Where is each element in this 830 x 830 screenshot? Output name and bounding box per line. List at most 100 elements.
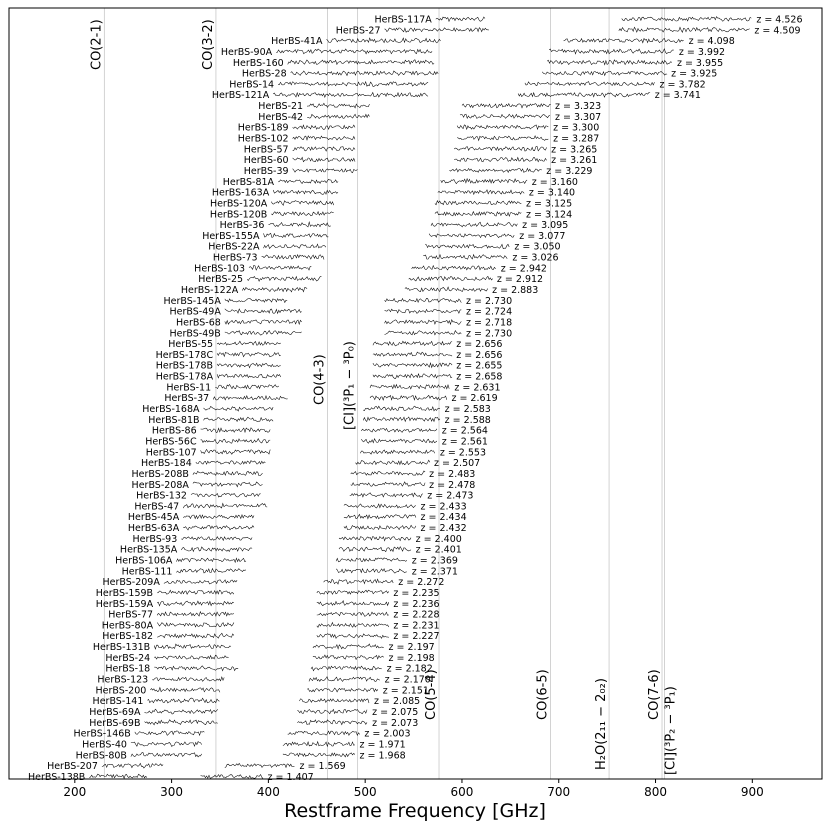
spectrum-trace-35-0 bbox=[212, 394, 288, 401]
spectrum-trace-37-0 bbox=[203, 416, 274, 423]
spectrum-trace-12-0 bbox=[292, 146, 356, 152]
redshift-label-17: z = 3.125 bbox=[526, 198, 572, 209]
spectrum-trace-15-1 bbox=[440, 177, 528, 185]
redshift-label-12: z = 3.265 bbox=[551, 144, 597, 155]
spectrum-trace-70-0 bbox=[89, 773, 148, 780]
spectrum-trace-32-0 bbox=[216, 362, 281, 369]
spectrum-trace-43-1 bbox=[350, 481, 426, 487]
x-tick-label-6: 800 bbox=[644, 785, 667, 799]
spectrum-trace-42-1 bbox=[350, 470, 426, 476]
redshift-label-25: z = 2.883 bbox=[492, 285, 538, 296]
spectrum-label-28: HerBS-68 bbox=[176, 317, 221, 328]
spectrum-trace-26-1 bbox=[384, 297, 462, 303]
spectrum-trace-50-0 bbox=[176, 557, 247, 564]
spectrum-label-53: HerBS-159B bbox=[96, 588, 153, 599]
spectrum-label-68: HerBS-80B bbox=[76, 750, 127, 761]
redshift-label-11: z = 3.287 bbox=[553, 134, 599, 145]
spectrum-label-5: HerBS-28 bbox=[242, 69, 287, 80]
redshift-label-30: z = 2.656 bbox=[456, 339, 502, 350]
redshift-label-52: z = 2.272 bbox=[398, 577, 444, 588]
spectrum-label-21: HerBS-22A bbox=[208, 242, 260, 253]
line-marker-label-0: CO(2-1) bbox=[89, 19, 104, 70]
line-marker-labels: CO(2-1) CO(3-2) CO(4-3) [CI](³P₁ − ³P₀) CO(5… bbox=[89, 19, 678, 775]
spectrum-trace-54-1 bbox=[316, 599, 390, 607]
spectrum-label-64: HerBS-69A bbox=[89, 707, 141, 718]
redshift-label-69: z = 1.569 bbox=[299, 761, 345, 772]
spectrum-label-29: HerBS-49B bbox=[170, 328, 221, 339]
spectrum-label-36: HerBS-168A bbox=[142, 404, 200, 415]
spectrum-trace-47-0 bbox=[183, 525, 255, 531]
spectrum-trace-60-1 bbox=[310, 665, 382, 672]
spectrum-trace-66-0 bbox=[134, 730, 205, 737]
spectrum-trace-8-0 bbox=[307, 102, 370, 109]
redshift-label-51: z = 2.371 bbox=[412, 566, 458, 577]
spectrum-trace-28-1 bbox=[384, 318, 462, 326]
spectrum-trace-26-0 bbox=[224, 298, 288, 304]
redshift-label-7: z = 3.741 bbox=[655, 90, 701, 101]
spectrum-trace-2-0 bbox=[326, 37, 441, 44]
spectrum-labels: HerBS-117AHerBS-27HerBS-41AHerBS-90AHerB… bbox=[28, 15, 432, 783]
spectrum-trace-61-0 bbox=[152, 676, 225, 682]
spectrum-trace-70-1 bbox=[200, 773, 264, 779]
spectrum-trace-59-1 bbox=[312, 654, 384, 661]
spectrum-trace-27-1 bbox=[384, 308, 462, 314]
spectrum-trace-52-1 bbox=[323, 578, 394, 585]
redshift-label-21: z = 3.050 bbox=[514, 242, 560, 253]
spectrum-label-13: HerBS-60 bbox=[244, 155, 289, 166]
spectrum-trace-67-1 bbox=[282, 740, 356, 748]
spectrum-trace-17-0 bbox=[271, 200, 334, 206]
redshift-label-37: z = 2.588 bbox=[445, 415, 491, 426]
spectrum-label-49: HerBS-135A bbox=[120, 545, 178, 556]
spectrum-label-2: HerBS-41A bbox=[271, 36, 323, 47]
spectrum-trace-3-1 bbox=[548, 48, 674, 55]
spectrum-trace-18-0 bbox=[271, 210, 334, 217]
spectrum-label-70: HerBS-138B bbox=[28, 772, 85, 783]
spectrum-trace-14-1 bbox=[449, 167, 542, 174]
spectrum-trace-64-0 bbox=[144, 708, 218, 715]
x-tick-label-2: 400 bbox=[257, 785, 280, 799]
spectrum-trace-24-1 bbox=[408, 275, 493, 282]
spectrum-label-18: HerBS-120B bbox=[210, 209, 267, 220]
redshift-label-32: z = 2.655 bbox=[456, 361, 502, 372]
spectrum-label-65: HerBS-69B bbox=[89, 718, 140, 729]
redshift-label-23: z = 2.942 bbox=[501, 263, 547, 274]
redshift-label-70: z = 1.407 bbox=[268, 772, 314, 783]
spectrum-label-11: HerBS-102 bbox=[238, 134, 289, 145]
spectrum-label-62: HerBS-200 bbox=[95, 685, 146, 696]
x-tick-label-4: 600 bbox=[451, 785, 474, 799]
redshift-label-58: z = 2.197 bbox=[389, 642, 435, 653]
spectrum-trace-11-0 bbox=[292, 135, 356, 141]
spectrum-trace-11-1 bbox=[457, 135, 549, 142]
redshift-label-15: z = 3.160 bbox=[532, 177, 578, 188]
spectrum-trace-16-0 bbox=[272, 189, 339, 195]
spectrum-trace-60-0 bbox=[154, 665, 239, 672]
spectrum-trace-29-0 bbox=[224, 329, 302, 336]
spectrum-trace-47-1 bbox=[343, 524, 417, 531]
spectrum-label-22: HerBS-73 bbox=[213, 253, 258, 264]
spectrum-trace-55-0 bbox=[156, 610, 235, 617]
spectrum-label-3: HerBS-90A bbox=[221, 47, 273, 58]
spectrum-trace-68-0 bbox=[130, 752, 202, 758]
spectrum-trace-5-1 bbox=[542, 70, 668, 77]
spectrum-trace-3-0 bbox=[276, 48, 433, 55]
spectrum-trace-0-0 bbox=[435, 16, 486, 23]
spectrum-label-59: HerBS-24 bbox=[105, 653, 150, 664]
redshift-label-36: z = 2.583 bbox=[445, 404, 491, 415]
spectrum-label-67: HerBS-40 bbox=[82, 739, 127, 750]
spectrum-trace-28-0 bbox=[224, 319, 302, 326]
spectrum-trace-5-0 bbox=[290, 70, 439, 77]
redshift-label-0: z = 4.526 bbox=[756, 15, 802, 26]
redshift-label-41: z = 2.507 bbox=[434, 458, 480, 469]
redshift-label-61: z = 2.170 bbox=[385, 675, 431, 686]
spectrum-trace-53-1 bbox=[316, 589, 390, 595]
spectrum-trace-57-0 bbox=[157, 632, 235, 639]
spectrum-label-34: HerBS-11 bbox=[166, 382, 211, 393]
redshift-label-19: z = 3.095 bbox=[522, 220, 568, 231]
x-tick-label-5: 700 bbox=[547, 785, 570, 799]
spectrum-trace-48-0 bbox=[181, 536, 253, 542]
spectrum-trace-31-0 bbox=[216, 351, 281, 358]
spectrum-label-69: HerBS-207 bbox=[47, 761, 98, 772]
spectrum-trace-9-0 bbox=[307, 113, 370, 119]
spectrum-trace-15-0 bbox=[278, 178, 339, 184]
spectrum-trace-46-1 bbox=[343, 513, 417, 520]
